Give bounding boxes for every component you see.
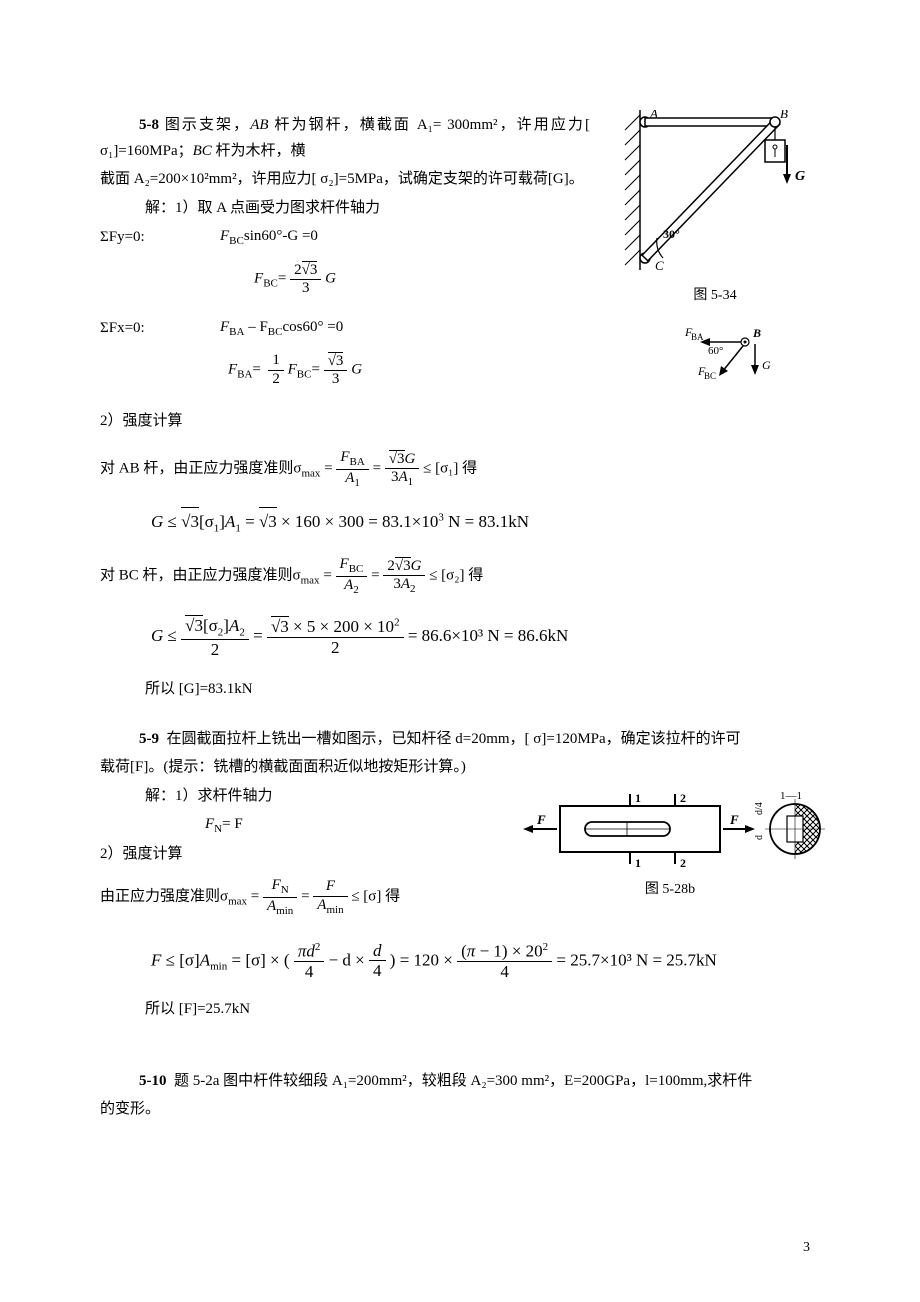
figure-5-34-caption: 图 5-34 <box>600 284 830 304</box>
truss-diagram: A B C G 30° <box>615 110 815 280</box>
eq-bc: 对 BC 杆，由正应力强度准则σmax = FBCA2 = 2√3G3A2 ≤ … <box>100 556 830 596</box>
svg-text:1: 1 <box>635 791 641 805</box>
p58-result: 所以 [G]=83.1kN <box>145 677 830 703</box>
p58-step2: 2）强度计算 <box>100 409 830 435</box>
svg-text:A: A <box>649 110 658 121</box>
svg-text:G: G <box>795 169 805 184</box>
figure-5-28b: 1 1 2 2 F F 1—1 d/4 d 图 5-28b <box>510 784 830 898</box>
svg-text:B: B <box>752 326 761 340</box>
slot-bar-diagram: 1 1 2 2 F F 1—1 d/4 d <box>515 784 825 874</box>
p510-heading: 5-10 题 5-2a 图中杆件较细段 A₁=200mm²，较粗段 A₂=300… <box>100 1069 830 1095</box>
eq-ab: 对 AB 杆，由正应力强度准则σmax = FBAA1 = √3G3A1 ≤ [… <box>100 449 830 489</box>
svg-text:d: d <box>754 835 765 840</box>
svg-text:1—1: 1—1 <box>780 790 802 802</box>
svg-text:2: 2 <box>680 791 686 805</box>
p59-result: 所以 [F]=25.7kN <box>145 997 830 1023</box>
svg-text:G: G <box>762 358 771 372</box>
fbd-diagram: F BA 60° F BC B G <box>650 322 780 382</box>
page: A B C G 30° 图 5-34 F BA 60° F BC B G 5-8 <box>0 0 920 1302</box>
figure-5-34: A B C G 30° 图 5-34 F BA 60° F BC B G <box>600 110 830 382</box>
eq-sumFy: ΣFy=0: FBCsin60°-G =0 <box>100 224 590 251</box>
p510-heading2: 的变形。 <box>100 1097 830 1123</box>
eq-sumFx: ΣFx=0: FBA – FBCcos60° =0 <box>100 315 590 342</box>
eq-gab: G ≤ √3[σ1]A1 = √3 × 160 × 300 = 83.1×103… <box>151 507 830 538</box>
svg-text:60°: 60° <box>708 345 723 357</box>
svg-text:F: F <box>729 812 739 827</box>
p59-heading: 5-9 在圆截面拉杆上铣出一槽如图示，已知杆径 d=20mm，[ σ]=120M… <box>100 727 830 753</box>
figure-5-28b-caption: 图 5-28b <box>510 878 830 898</box>
svg-text:B: B <box>780 110 788 121</box>
eq-gbc: G ≤ √3[σ2]A22 = √3 × 5 × 200 × 1022 = 86… <box>151 615 830 660</box>
p59-heading2: 载荷[F]。(提示：铣槽的横截面面积近似地按矩形计算。) <box>100 755 830 781</box>
svg-text:BC: BC <box>704 371 716 381</box>
svg-text:d/4: d/4 <box>754 802 765 815</box>
svg-text:C: C <box>655 258 664 273</box>
svg-text:2: 2 <box>680 856 686 870</box>
svg-text:BA: BA <box>691 332 704 342</box>
eq-59-final: F ≤ [σ]Amin = [σ] × ( πd24 − d × d4 ) = … <box>151 941 830 982</box>
page-number: 3 <box>803 1240 810 1256</box>
svg-text:1: 1 <box>635 856 641 870</box>
svg-text:30°: 30° <box>663 227 680 241</box>
svg-text:F: F <box>536 812 546 827</box>
